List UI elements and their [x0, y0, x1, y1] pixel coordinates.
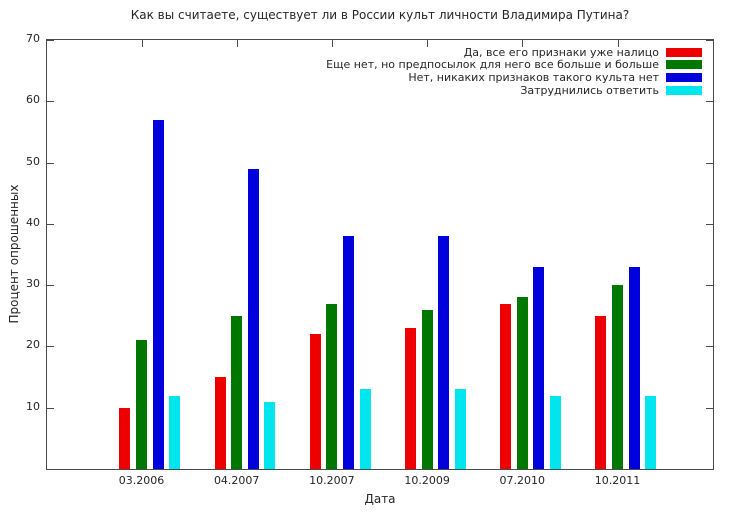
bar-series2-group1	[136, 340, 147, 469]
y-tick-label: 70	[26, 32, 40, 45]
bar-series1-group6	[595, 315, 607, 469]
y-tick-right	[706, 223, 713, 225]
x-tick-top	[522, 40, 524, 47]
x-tick-label: 07.2010	[499, 474, 546, 487]
bar-series4-group1	[169, 395, 181, 469]
legend-color-swatch	[666, 47, 702, 57]
legend-item-label: Нет, никаких признаков такого культа нет	[408, 70, 659, 84]
x-tick-top	[331, 40, 333, 47]
chart-title: Как вы считаете, существует ли в России …	[130, 8, 630, 22]
y-tick-label: 60	[26, 93, 40, 107]
bar-series2-group5	[516, 297, 528, 469]
legend-item-label: Затруднились ответить	[520, 83, 659, 97]
legend-color-swatch	[666, 85, 702, 95]
plot-area	[46, 39, 714, 470]
bar-series2-group6	[612, 285, 623, 469]
legend-item-label: Еще нет, но предпосылок для него все бол…	[326, 58, 659, 72]
bar-series1-group3	[309, 334, 321, 469]
y-tick-right	[706, 285, 713, 287]
bar-series1-group5	[500, 303, 512, 469]
y-tick-left	[47, 223, 54, 225]
y-tick-right	[706, 407, 713, 409]
x-tick-top	[427, 40, 429, 47]
x-tick-label: 04.2007	[213, 474, 260, 487]
y-tick-label: 30	[26, 277, 40, 291]
bar-series2-group4	[421, 309, 433, 469]
bar-series3-group2	[247, 168, 259, 469]
legend-color-swatch	[666, 72, 702, 82]
bar-series2-group3	[326, 303, 338, 469]
y-tick-right	[706, 162, 713, 164]
legend-row: Еще нет, но предпосылок для него все бол…	[326, 58, 702, 71]
legend-row: Да, все его признаки уже налицо	[464, 46, 702, 59]
y-tick-label: 20	[26, 338, 40, 352]
y-tick-right	[706, 40, 713, 41]
bar-series1-group4	[405, 328, 416, 469]
legend-color-swatch	[666, 60, 702, 70]
bar-series3-group4	[438, 236, 450, 469]
x-tick-label: 10.2009	[404, 474, 450, 487]
y-tick-left	[47, 407, 54, 409]
bar-series3-group1	[152, 119, 164, 469]
y-tick-label: 40	[26, 215, 40, 229]
bar-series4-group6	[645, 395, 657, 469]
bar-series1-group2	[214, 377, 226, 469]
x-tick-label: 03.2006	[118, 474, 165, 487]
y-tick-left	[47, 285, 54, 287]
bar-series3-group5	[533, 266, 545, 469]
bar-series4-group2	[264, 401, 276, 469]
x-tick-top	[617, 40, 619, 47]
legend-row: Нет, никаких признаков такого культа нет	[408, 71, 702, 84]
y-tick-left	[47, 40, 54, 41]
bar-series4-group4	[454, 389, 466, 469]
y-tick-left	[47, 346, 54, 348]
bar-series2-group2	[231, 315, 243, 469]
bar-series4-group3	[359, 389, 371, 469]
x-axis-title: Дата	[364, 492, 396, 506]
y-tick-right	[706, 101, 713, 103]
bar-series3-group3	[343, 236, 354, 469]
x-tick-label: 10.2011	[594, 474, 641, 487]
x-tick-top	[141, 40, 143, 47]
bar-series1-group1	[119, 407, 131, 469]
legend-row: Затруднились ответить	[520, 84, 702, 97]
y-tick-right	[706, 346, 713, 348]
bar-series4-group5	[550, 395, 561, 469]
bar-series3-group6	[628, 266, 640, 469]
x-tick-label: 10.2007	[309, 474, 355, 487]
y-tick-left	[47, 162, 54, 164]
y-tick-label: 50	[26, 154, 40, 168]
legend-item-label: Да, все его признаки уже налицо	[463, 45, 659, 59]
y-tick-left	[47, 101, 54, 103]
x-tick-top	[236, 40, 238, 47]
y-tick-label: 10	[26, 399, 40, 413]
y-axis-title: Процент опрошенных	[7, 184, 21, 324]
